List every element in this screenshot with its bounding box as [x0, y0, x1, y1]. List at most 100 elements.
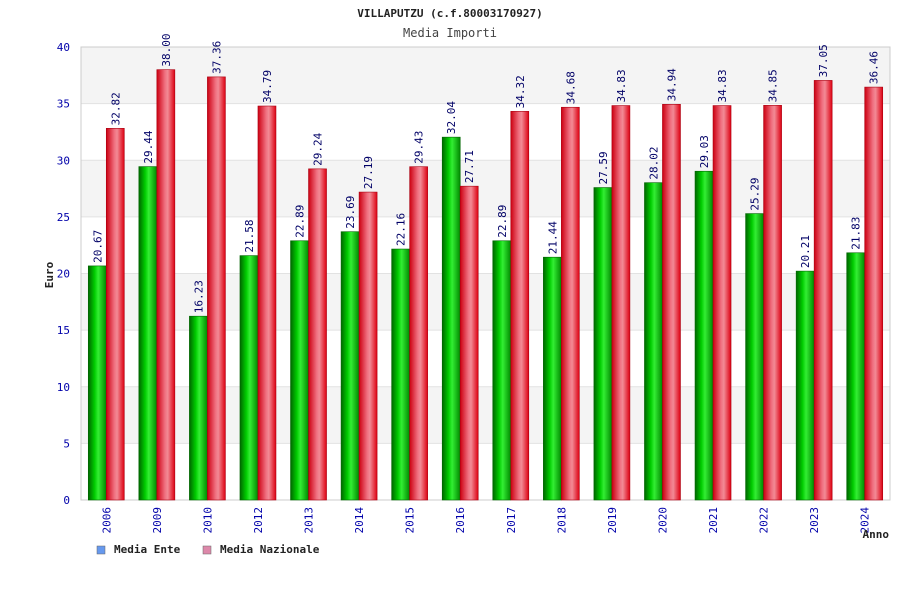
x-tick-label: 2017 [505, 507, 518, 534]
data-label: 29.43 [413, 131, 426, 164]
y-tick-label: 15 [57, 324, 70, 337]
y-axis-ticks: 0 5 10 15 20 25 30 35 40 [57, 41, 70, 507]
bar-media-ente [340, 231, 360, 501]
bar-media-nazionale [105, 128, 125, 501]
data-label: 27.71 [463, 150, 476, 183]
bar-media-ente [644, 182, 663, 501]
bar-media-nazionale [510, 111, 530, 501]
bar-media-nazionale [712, 105, 732, 501]
data-label: 38.00 [160, 34, 173, 67]
data-label: 34.79 [261, 70, 274, 103]
bar-media-ente [441, 136, 461, 501]
legend-swatch-media-nazionale [202, 545, 212, 555]
bar-media-nazionale [864, 86, 884, 501]
x-tick-label: 2009 [151, 507, 164, 534]
data-label: 37.36 [210, 41, 223, 74]
x-tick-label: 2024 [859, 507, 872, 534]
data-label: 29.03 [698, 135, 711, 168]
x-tick-label: 2013 [303, 507, 316, 534]
data-label: 21.58 [243, 219, 256, 252]
bar-media-ente [694, 170, 714, 501]
bar-media-ente [290, 240, 309, 501]
data-label: 22.89 [496, 205, 509, 238]
data-label: 27.19 [362, 156, 375, 189]
x-tick-label: 2015 [404, 507, 417, 534]
x-tick-label: 2010 [201, 507, 214, 534]
data-label: 29.44 [142, 130, 155, 163]
x-tick-label: 2016 [454, 507, 467, 534]
data-label: 28.02 [647, 147, 660, 180]
data-label: 16.23 [192, 280, 205, 313]
legend-label-media-nazionale: Media Nazionale [220, 543, 320, 556]
bar-media-ente [189, 315, 208, 501]
y-tick-label: 25 [57, 211, 70, 224]
bar-media-ente [543, 256, 562, 501]
legend: Media Ente Media Nazionale [96, 543, 320, 556]
bar-media-ente [138, 166, 158, 501]
bar-media-nazionale [662, 104, 681, 501]
x-tick-label: 2021 [707, 507, 720, 534]
x-tick-label: 2022 [758, 507, 771, 534]
bar-media-ente [87, 265, 107, 501]
x-tick-label: 2018 [555, 507, 568, 534]
bar-media-ente [795, 270, 815, 501]
data-label: 34.32 [514, 75, 527, 108]
y-tick-label: 35 [57, 98, 70, 111]
bar-media-nazionale [358, 191, 378, 501]
data-label: 25.29 [749, 177, 762, 210]
data-label: 21.83 [850, 217, 863, 250]
data-label: 34.85 [767, 69, 780, 102]
x-tick-label: 2006 [100, 507, 113, 534]
y-tick-label: 10 [57, 381, 70, 394]
bar-media-nazionale [156, 69, 176, 501]
data-label: 37.05 [817, 44, 830, 77]
data-label: 34.83 [615, 69, 628, 102]
data-label: 32.04 [445, 101, 458, 134]
data-label: 32.82 [109, 92, 122, 125]
legend-label-media-ente: Media Ente [114, 543, 181, 556]
bar-media-ente [593, 187, 613, 501]
y-tick-label: 0 [63, 494, 70, 507]
bar-media-nazionale [257, 105, 277, 501]
data-label: 29.24 [312, 132, 325, 165]
x-tick-label: 2023 [808, 507, 821, 534]
x-tick-label: 2020 [656, 507, 669, 534]
bar-media-nazionale [409, 166, 428, 501]
bar-media-nazionale [308, 168, 327, 501]
bar-media-ente [846, 252, 866, 501]
y-tick-label: 20 [57, 268, 70, 281]
x-tick-label: 2012 [252, 507, 265, 534]
data-label: 20.21 [799, 235, 812, 268]
data-label: 23.69 [344, 196, 357, 229]
legend-swatch-media-ente [96, 545, 106, 555]
bar-media-nazionale [813, 80, 833, 501]
x-tick-label: 2014 [353, 507, 366, 534]
bar-media-nazionale [561, 106, 580, 501]
bar-media-ente [239, 255, 259, 501]
data-label: 21.44 [546, 221, 559, 254]
data-label: 22.16 [395, 213, 408, 246]
bar-media-nazionale [763, 105, 782, 501]
legend-item-media-nazionale: Media Nazionale [202, 543, 320, 556]
y-tick-label: 40 [57, 41, 70, 54]
bar-media-nazionale [611, 105, 631, 501]
data-label: 34.68 [564, 71, 577, 104]
chart-subtitle: Media Importi [403, 26, 497, 40]
bar-media-ente [492, 240, 512, 501]
data-label: 34.83 [716, 69, 729, 102]
data-label: 36.46 [868, 51, 881, 84]
x-tick-label: 2019 [606, 507, 619, 534]
data-label: 20.67 [91, 230, 104, 263]
bar-media-nazionale [459, 185, 479, 501]
bar-media-ente [745, 213, 764, 501]
bar-media-nazionale [207, 76, 226, 501]
legend-item-media-ente: Media Ente [96, 543, 181, 556]
y-tick-label: 30 [57, 154, 70, 167]
y-axis-label: Euro [43, 261, 56, 288]
x-axis-ticks: 2006 2009 2010 2012 2013 2014 2015 2016 2017 2018… [100, 507, 871, 534]
x-axis-label: Anno [863, 528, 890, 541]
data-label: 22.89 [294, 205, 307, 238]
y-tick-label: 5 [63, 437, 70, 450]
